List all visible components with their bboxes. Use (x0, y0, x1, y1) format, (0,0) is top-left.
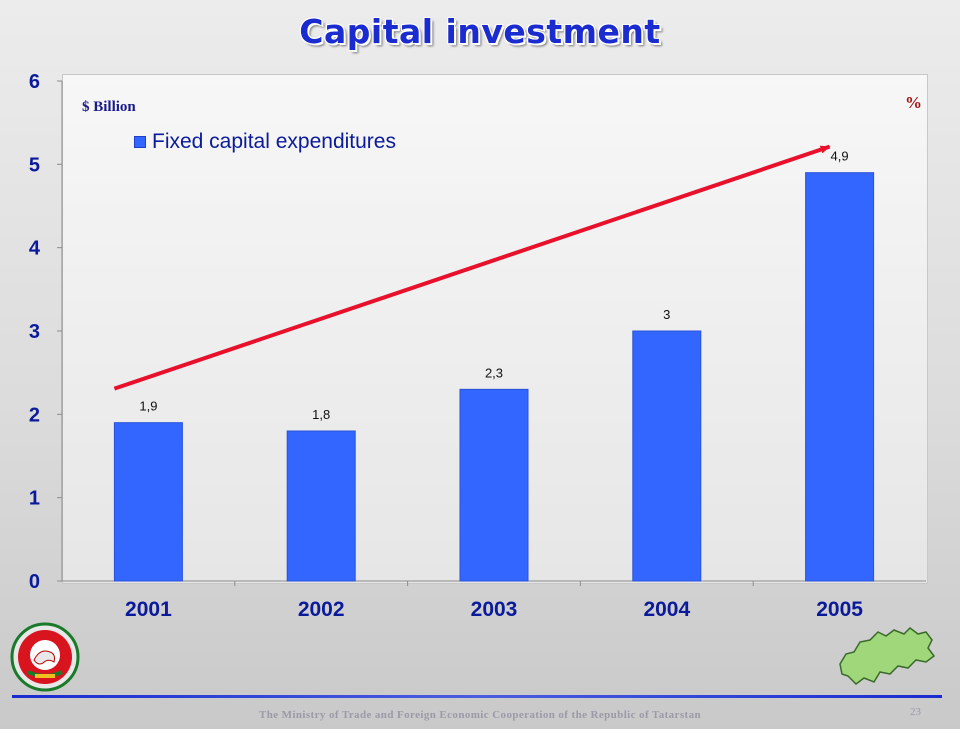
bar (459, 388, 529, 582)
bar (805, 172, 875, 582)
legend: Fixed capital expenditures (134, 130, 396, 154)
x-tick-label: 2003 (471, 598, 518, 621)
y-unit-label: $ Billion (82, 99, 136, 115)
legend-swatch (134, 136, 146, 148)
y-tick-label: 5 (29, 154, 40, 176)
footer-divider (12, 695, 942, 698)
slide-title: Capital investment (299, 12, 661, 51)
x-tick-label: 2005 (816, 598, 863, 621)
bar (113, 422, 183, 582)
data-label: 1,9 (139, 399, 157, 414)
y-tick-label: 1 (29, 488, 40, 510)
data-label: 4,9 (831, 149, 849, 164)
data-label: 1,8 (312, 407, 330, 422)
page-number: 23 (910, 706, 921, 718)
y-tick-label: 3 (29, 321, 40, 343)
tatarstan-emblem-icon (10, 622, 80, 692)
y-tick-label: 4 (29, 238, 41, 260)
tatarstan-map-icon (839, 627, 936, 685)
footer-text: The Ministry of Trade and Foreign Econom… (258, 709, 702, 721)
x-tick-label: 2002 (298, 598, 345, 621)
trend-arrow (113, 144, 831, 391)
data-label: 2,3 (485, 365, 503, 380)
percent-label: % (905, 93, 922, 112)
y-tick-label: 0 (29, 571, 40, 593)
bar (632, 330, 702, 582)
legend-label: Fixed capital expenditures (152, 130, 396, 153)
x-tick-label: 2004 (643, 598, 690, 621)
y-tick-label: 2 (29, 404, 40, 426)
y-tick-label: 6 (29, 71, 40, 93)
x-tick-label: 2001 (125, 598, 172, 621)
bar (286, 430, 356, 582)
data-label: 3 (663, 307, 670, 322)
